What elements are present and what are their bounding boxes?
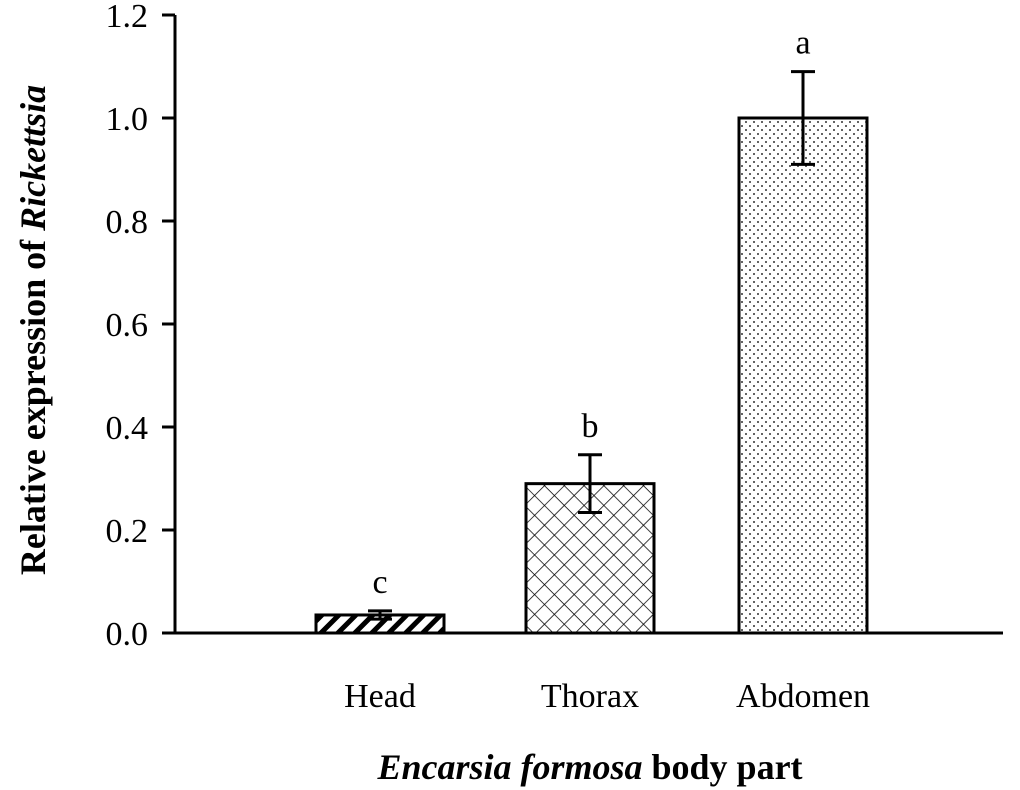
bars: c Head b Thorax a Abdomen [314,25,870,715]
x-tick-label: Abdomen [736,678,870,715]
y-tick-label: 0.4 [106,410,149,447]
x-axis-title-italic: Encarsia formosa [376,747,642,787]
x-axis-title: Encarsia formosa body part [376,747,802,787]
y-tick-label: 0.0 [106,616,149,653]
y-tick-label: 0.6 [106,307,149,344]
significance-letter: b [582,408,599,445]
y-axis-title-italic: Rickettsia [13,85,53,232]
y-tick-label: 0.2 [106,513,149,550]
bar-group: a Abdomen [736,25,870,715]
x-axis-title-suffix: body part [643,747,803,787]
bar-abdomen [737,116,869,635]
y-tick-label: 1.2 [106,0,149,35]
x-tick-label: Head [344,678,416,715]
y-ticks: 0.0 0.2 0.4 0.6 0.8 1.0 1.2 [106,0,175,653]
x-tick-label: Thorax [541,678,639,715]
y-axis-title-prefix: Relative expression of [13,231,53,575]
significance-letter: c [372,564,387,601]
bar-group: b Thorax [524,408,656,715]
y-axis-title: Relative expression of Rickettsia [13,85,53,575]
significance-letter: a [795,25,810,62]
y-tick-label: 0.8 [106,204,149,241]
bar-group: c Head [314,564,446,715]
y-tick-label: 1.0 [106,101,149,138]
